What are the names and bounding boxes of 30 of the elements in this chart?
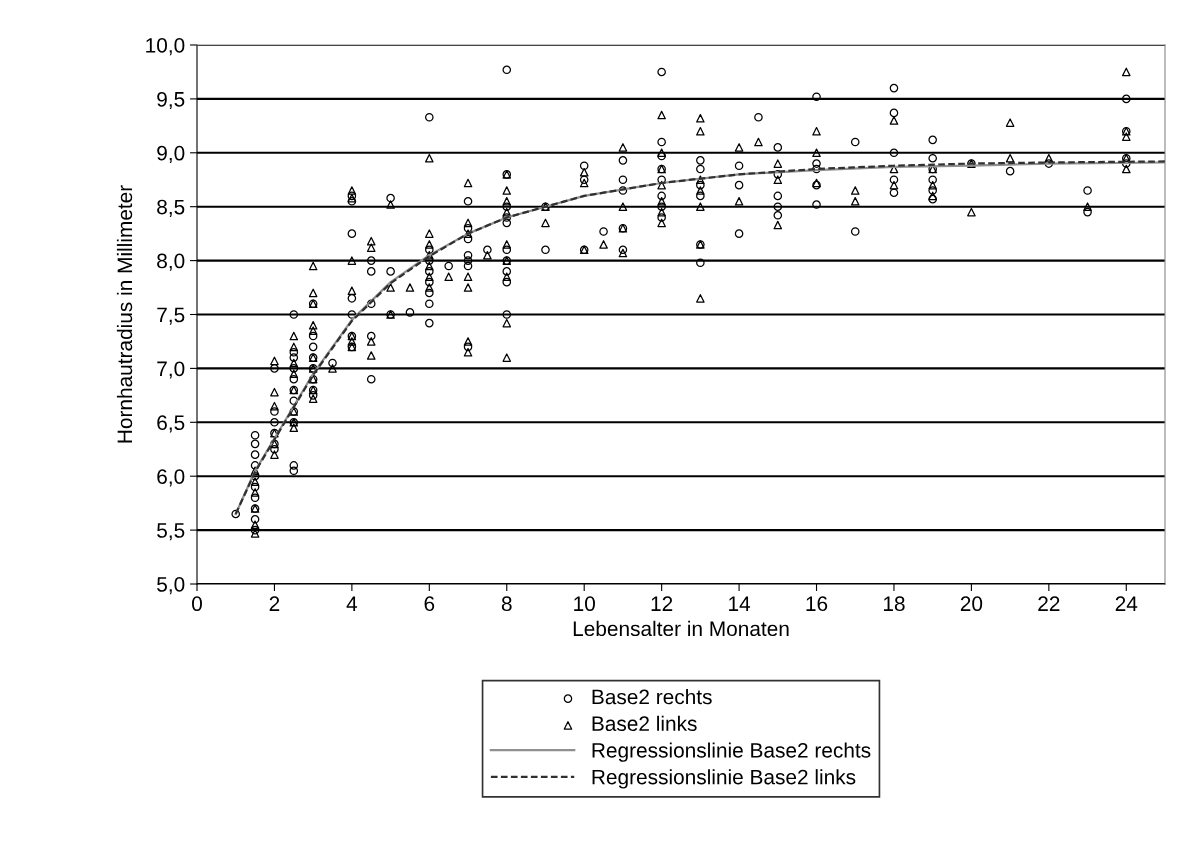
- x-axis-title: Lebensalter in Monaten: [573, 620, 789, 637]
- y-tick-label: 5,5: [157, 523, 185, 541]
- y-tick-label: 9,0: [157, 145, 185, 164]
- y-tick-label: 7,0: [157, 361, 185, 379]
- y-tick-label: 7,5: [157, 307, 185, 325]
- x-tick-label: 6: [424, 596, 435, 612]
- y-tick-label: 8,0: [157, 253, 185, 271]
- legend-label: Regressionslinie Base2 links: [592, 769, 856, 789]
- x-tick-label: 14: [729, 596, 751, 611]
- legend-label: Base2 rechts: [592, 688, 712, 705]
- y-tick-label: 5,0: [157, 577, 185, 595]
- legend-label: Base2 links: [592, 715, 697, 731]
- y-tick-label: 6,0: [157, 469, 185, 487]
- x-tick-label: 0: [192, 596, 202, 612]
- y-tick-label: 6,5: [157, 415, 185, 433]
- x-tick-label: 24: [1115, 596, 1138, 611]
- y-axis-title: Hornhautradius in Millimeter: [116, 185, 133, 443]
- legend-label: Regressionslinie Base2 rechts: [592, 742, 871, 762]
- x-tick-label: 12: [651, 596, 673, 611]
- x-tick-label: 4: [346, 596, 358, 611]
- x-tick-label: 20: [960, 596, 983, 612]
- y-tick-label: 10,0: [146, 38, 185, 56]
- x-tick-label: 2: [269, 596, 280, 611]
- y-tick-label: 8,5: [157, 199, 185, 217]
- x-tick-label: 10: [574, 596, 595, 612]
- x-tick-label: 8: [501, 596, 512, 612]
- x-tick-label: 22: [1038, 596, 1060, 611]
- x-tick-label: 16: [806, 596, 828, 612]
- x-tick-label: 18: [883, 596, 905, 612]
- y-tick-label: 9,5: [157, 91, 185, 110]
